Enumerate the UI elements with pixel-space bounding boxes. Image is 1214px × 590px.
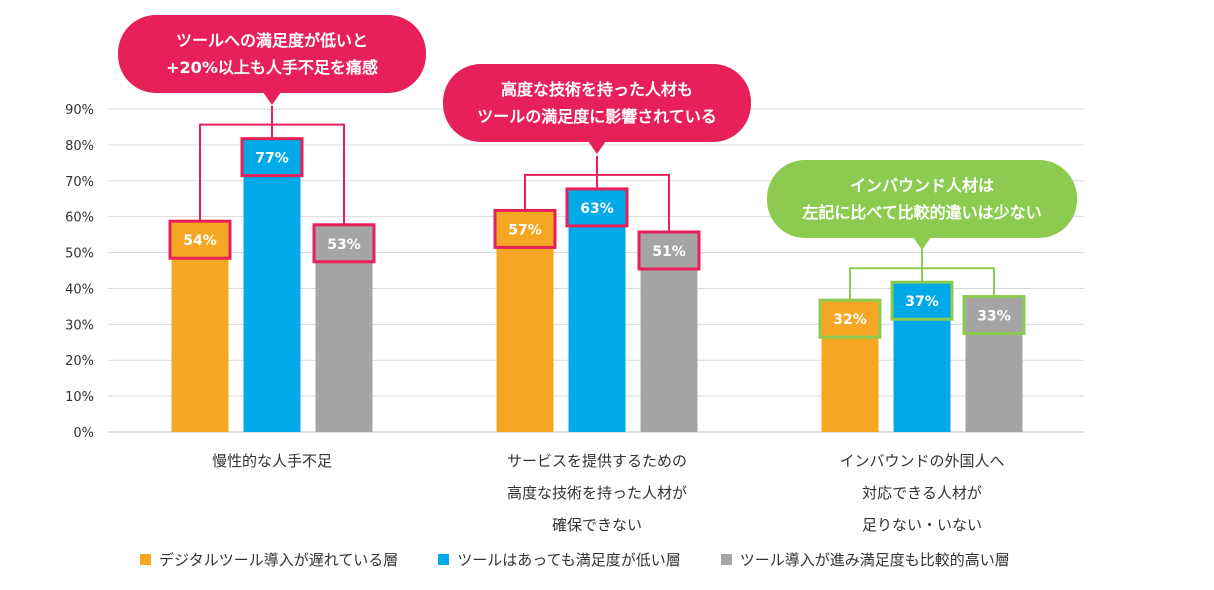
value-label-box (818, 298, 882, 339)
y-tick-label: 30% (65, 318, 94, 333)
y-tick-label: 20% (65, 354, 94, 369)
callout-bubble (443, 64, 751, 142)
legend-item-low-satisfaction: ツールはあっても満足度が低い層 (438, 549, 681, 570)
value-label: 53% (327, 237, 361, 253)
callout-tail (263, 92, 281, 105)
value-label: 54% (183, 233, 217, 249)
value-label: 33% (977, 309, 1011, 325)
value-label-box (890, 280, 954, 321)
y-tick-label: 10% (65, 390, 94, 405)
value-label: 63% (580, 201, 614, 217)
bar (496, 227, 554, 432)
legend-swatch-orange (140, 554, 151, 565)
callout-text: インバウンド人材は (850, 176, 994, 195)
legend-label: ツール導入が進み満足度も比較的高い層 (739, 551, 1010, 569)
value-label: 77% (255, 151, 289, 167)
value-label-box (240, 137, 304, 178)
value-label: 57% (508, 222, 542, 238)
callout-text: +20%以上も人手不足を痛感 (166, 58, 378, 77)
callout-text: 高度な技術を持った人材も (501, 80, 693, 99)
category-label: 確保できない (552, 516, 642, 534)
value-label-box (565, 187, 629, 228)
bar (171, 238, 229, 432)
category-label: 対応できる人材が (862, 484, 982, 502)
legend: デジタルツール導入が遅れている層 ツールはあっても満足度が低い層 ツール導入が進… (140, 549, 1010, 570)
value-label-box (493, 208, 557, 249)
category-label: 高度な技術を持った人材が (507, 484, 687, 502)
legend-label: デジタルツール導入が遅れている層 (159, 551, 399, 569)
legend-item-progressed: ツール導入が進み満足度も比較的高い層 (720, 549, 1010, 570)
value-label-box (637, 230, 701, 271)
legend-item-digital-late: デジタルツール導入が遅れている層 (140, 549, 398, 570)
value-label-box (962, 295, 1026, 336)
callout-tail (913, 237, 931, 250)
bar (568, 205, 626, 432)
callout-bubble (767, 160, 1077, 238)
y-tick-label: 0% (73, 426, 94, 441)
y-tick-label: 80% (65, 139, 94, 154)
legend-swatch-gray (720, 554, 732, 565)
bar (893, 299, 951, 432)
bar (315, 241, 373, 432)
category-label: サービスを提供するための (507, 452, 687, 470)
category-label: 足りない・いない (862, 516, 982, 534)
y-tick-label: 70% (65, 175, 94, 190)
y-tick-label: 50% (65, 247, 94, 262)
category-label: 慢性的な人手不足 (212, 452, 332, 470)
y-tick-label: 40% (65, 282, 94, 297)
legend-label: ツールはあっても満足度が低い層 (457, 551, 681, 569)
value-label: 51% (652, 244, 686, 260)
value-label-box (312, 223, 376, 264)
bar (243, 155, 301, 432)
bar (640, 248, 698, 432)
value-label-box (168, 219, 232, 260)
callout-text: ツールの満足度に影響されている (477, 107, 717, 126)
callout-text: 左記に比べて比較的違いは少ない (801, 203, 1041, 222)
y-tick-label: 90% (65, 103, 94, 118)
value-label: 32% (833, 312, 867, 328)
category-label: インバウンドの外国人へ (839, 452, 1004, 470)
callout-text: ツールへの満足度が低いと (176, 31, 368, 50)
y-tick-label: 60% (65, 211, 94, 226)
callout-bubble (118, 15, 426, 93)
legend-swatch-blue (438, 554, 450, 565)
callout-tail (588, 141, 606, 154)
value-label: 37% (905, 294, 939, 310)
